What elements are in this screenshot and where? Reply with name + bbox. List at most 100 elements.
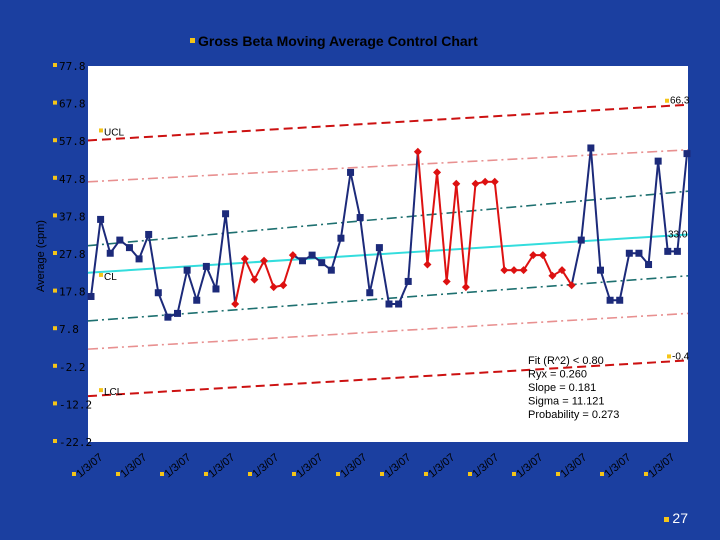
x-tick-bullet: [424, 472, 428, 476]
fit-annotation-line: Ryx = 0.260: [528, 369, 587, 381]
ucl-end-bullet: [665, 98, 669, 103]
y-tick-label: 67.8: [59, 98, 86, 111]
data-point: [87, 292, 95, 300]
series-segment: [522, 254, 535, 271]
series-segment: [570, 239, 583, 286]
series-segment: [455, 183, 467, 288]
x-tick-bullet: [380, 472, 384, 476]
control-line-cl-3: [87, 233, 689, 274]
chart-title: Gross Beta Moving Average Control Chart: [198, 33, 478, 49]
data-point: [240, 254, 249, 263]
data-point: [106, 249, 114, 257]
slide-number-text: 27: [672, 510, 688, 526]
ucl-label-bullet: [99, 128, 103, 133]
data-point: [645, 261, 653, 269]
x-tick-label: 1/3/07: [206, 451, 237, 480]
series-segment: [90, 219, 102, 297]
data-point: [260, 256, 269, 265]
x-tick-bullet: [644, 472, 648, 476]
data-point: [366, 289, 374, 297]
data-point: [164, 313, 172, 321]
series-segment: [676, 153, 688, 252]
y-tick-label: -22.2: [59, 436, 92, 449]
x-tick-bullet: [336, 472, 340, 476]
data-point: [673, 247, 681, 255]
data-point: [654, 157, 662, 165]
x-tick-label: 1/3/07: [118, 451, 149, 480]
series-segment: [436, 172, 448, 282]
series-segment: [397, 281, 410, 305]
control-line-ucl-0: [87, 103, 689, 142]
lcl-label-bullet: [99, 388, 103, 393]
data-point: [413, 147, 422, 156]
x-tick-bullet: [600, 472, 604, 476]
series-segment: [243, 258, 256, 280]
x-tick-bullet: [468, 472, 472, 476]
control-line-band-2: [87, 190, 689, 247]
cl-label-bullet: [99, 272, 103, 277]
data-point: [548, 271, 557, 280]
data-point: [298, 257, 306, 265]
series-segment: [647, 161, 660, 265]
series-segment: [445, 183, 458, 282]
x-tick-label: 1/3/07: [250, 451, 281, 480]
fit-annotation-line: Probability = 0.273: [528, 409, 619, 421]
data-point: [174, 309, 182, 317]
data-point: [635, 249, 643, 257]
data-point: [202, 262, 210, 270]
x-tick-label: 1/3/07: [338, 451, 369, 480]
x-tick-bullet: [116, 472, 120, 476]
y-tick-bullet: [53, 439, 57, 443]
data-point: [471, 179, 480, 188]
data-point: [461, 283, 470, 292]
data-point: [625, 249, 633, 257]
series-segment: [349, 172, 362, 218]
fit-annotation-line: Sigma = 11.121: [528, 396, 605, 408]
x-tick-bullet: [512, 472, 516, 476]
series-segment: [426, 172, 439, 265]
series-segment: [224, 213, 237, 305]
y-tick-bullet: [53, 175, 57, 180]
series-segment: [205, 266, 217, 290]
series-segment: [580, 147, 592, 241]
y-tick-label: 57.8: [59, 135, 86, 148]
y-tick-label: -12.2: [59, 398, 92, 411]
data-point: [587, 144, 595, 152]
data-point: [193, 296, 201, 304]
data-point: [509, 266, 518, 275]
data-point: [567, 281, 576, 290]
title-bullet: [190, 38, 195, 43]
series-segment: [176, 269, 189, 314]
fit-annotation-line: Slope = 0.181: [528, 382, 596, 394]
data-point: [222, 210, 230, 218]
data-point: [97, 215, 105, 223]
x-tick-bullet: [248, 472, 252, 476]
slide-number: 27: [664, 510, 688, 526]
data-point: [558, 266, 567, 275]
series-segment: [464, 183, 477, 288]
series-segment: [618, 253, 631, 301]
data-point: [183, 266, 191, 274]
series-segment: [416, 151, 429, 265]
y-tick-label: 37.8: [59, 210, 86, 223]
data-point: [125, 244, 133, 252]
data-point: [145, 230, 153, 238]
x-tick-label: 1/3/07: [646, 451, 677, 480]
lcl-end-value: -0.4: [672, 351, 690, 362]
y-tick-bullet: [53, 63, 57, 67]
series-segment: [368, 247, 381, 293]
series-segment: [157, 292, 169, 318]
series-segment: [599, 269, 612, 301]
series-segment: [147, 234, 160, 293]
data-point: [327, 266, 335, 274]
x-tick-label: 1/3/07: [602, 451, 633, 480]
y-tick-bullet: [53, 288, 57, 293]
data-point: [347, 168, 355, 176]
data-point: [606, 296, 614, 304]
bullet-icon: [664, 516, 670, 522]
x-tick-bullet: [292, 472, 296, 476]
data-point: [596, 266, 604, 274]
data-point: [308, 251, 316, 259]
data-point: [519, 266, 528, 275]
y-tick-bullet: [53, 251, 57, 255]
